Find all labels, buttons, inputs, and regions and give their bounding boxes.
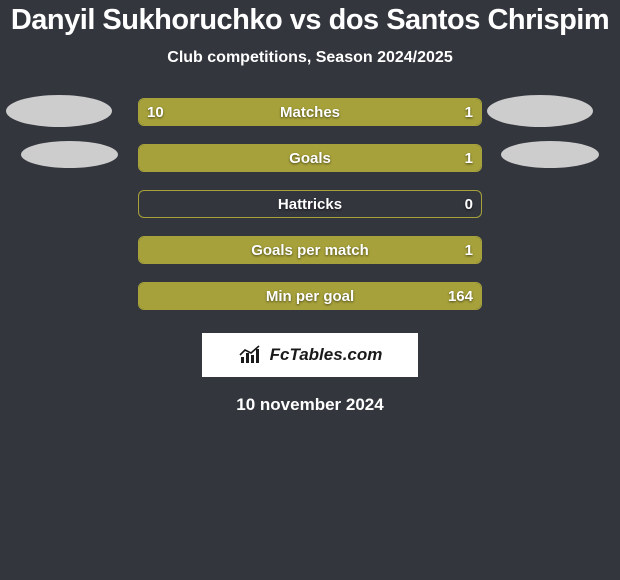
- stat-row: Goals per match1: [0, 233, 620, 279]
- player-right-marker: [487, 95, 593, 127]
- stat-label: Goals per match: [139, 237, 481, 264]
- player-right-marker: [501, 141, 599, 168]
- stat-bar: Goals1: [138, 144, 482, 172]
- player-left-marker: [6, 95, 112, 127]
- stat-label: Hattricks: [139, 191, 481, 218]
- stat-value-right: 0: [465, 191, 473, 218]
- stat-row: Hattricks0: [0, 187, 620, 233]
- stat-value-right: 1: [465, 237, 473, 264]
- stat-bar: Goals per match1: [138, 236, 482, 264]
- stat-label: Min per goal: [139, 283, 481, 310]
- stat-label: Matches: [139, 99, 481, 126]
- stat-row: Min per goal164: [0, 279, 620, 325]
- stat-value-left: 10: [147, 99, 164, 126]
- stat-bar: Hattricks0: [138, 190, 482, 218]
- stat-value-right: 164: [448, 283, 473, 310]
- stat-row: Goals1: [0, 141, 620, 187]
- comparison-card: Danyil Sukhoruchko vs dos Santos Chrispi…: [0, 0, 620, 580]
- subtitle: Club competitions, Season 2024/2025: [0, 49, 620, 67]
- brand-badge[interactable]: FcTables.com: [202, 333, 418, 377]
- stat-row: Matches10 1: [0, 95, 620, 141]
- stat-bar: Matches10 1: [138, 98, 482, 126]
- stat-rows: Matches101Goals1Hattricks0Goals per matc…: [0, 95, 620, 325]
- bar-chart-icon: [238, 344, 264, 366]
- brand-text: FcTables.com: [270, 345, 383, 365]
- stat-label: Goals: [139, 145, 481, 172]
- player-left-marker: [21, 141, 118, 168]
- page-title: Danyil Sukhoruchko vs dos Santos Chrispi…: [0, 0, 620, 43]
- stat-value-right: 1: [465, 99, 473, 126]
- stat-bar: Min per goal164: [138, 282, 482, 310]
- stat-value-right: 1: [465, 145, 473, 172]
- date-label: 10 november 2024: [0, 395, 620, 415]
